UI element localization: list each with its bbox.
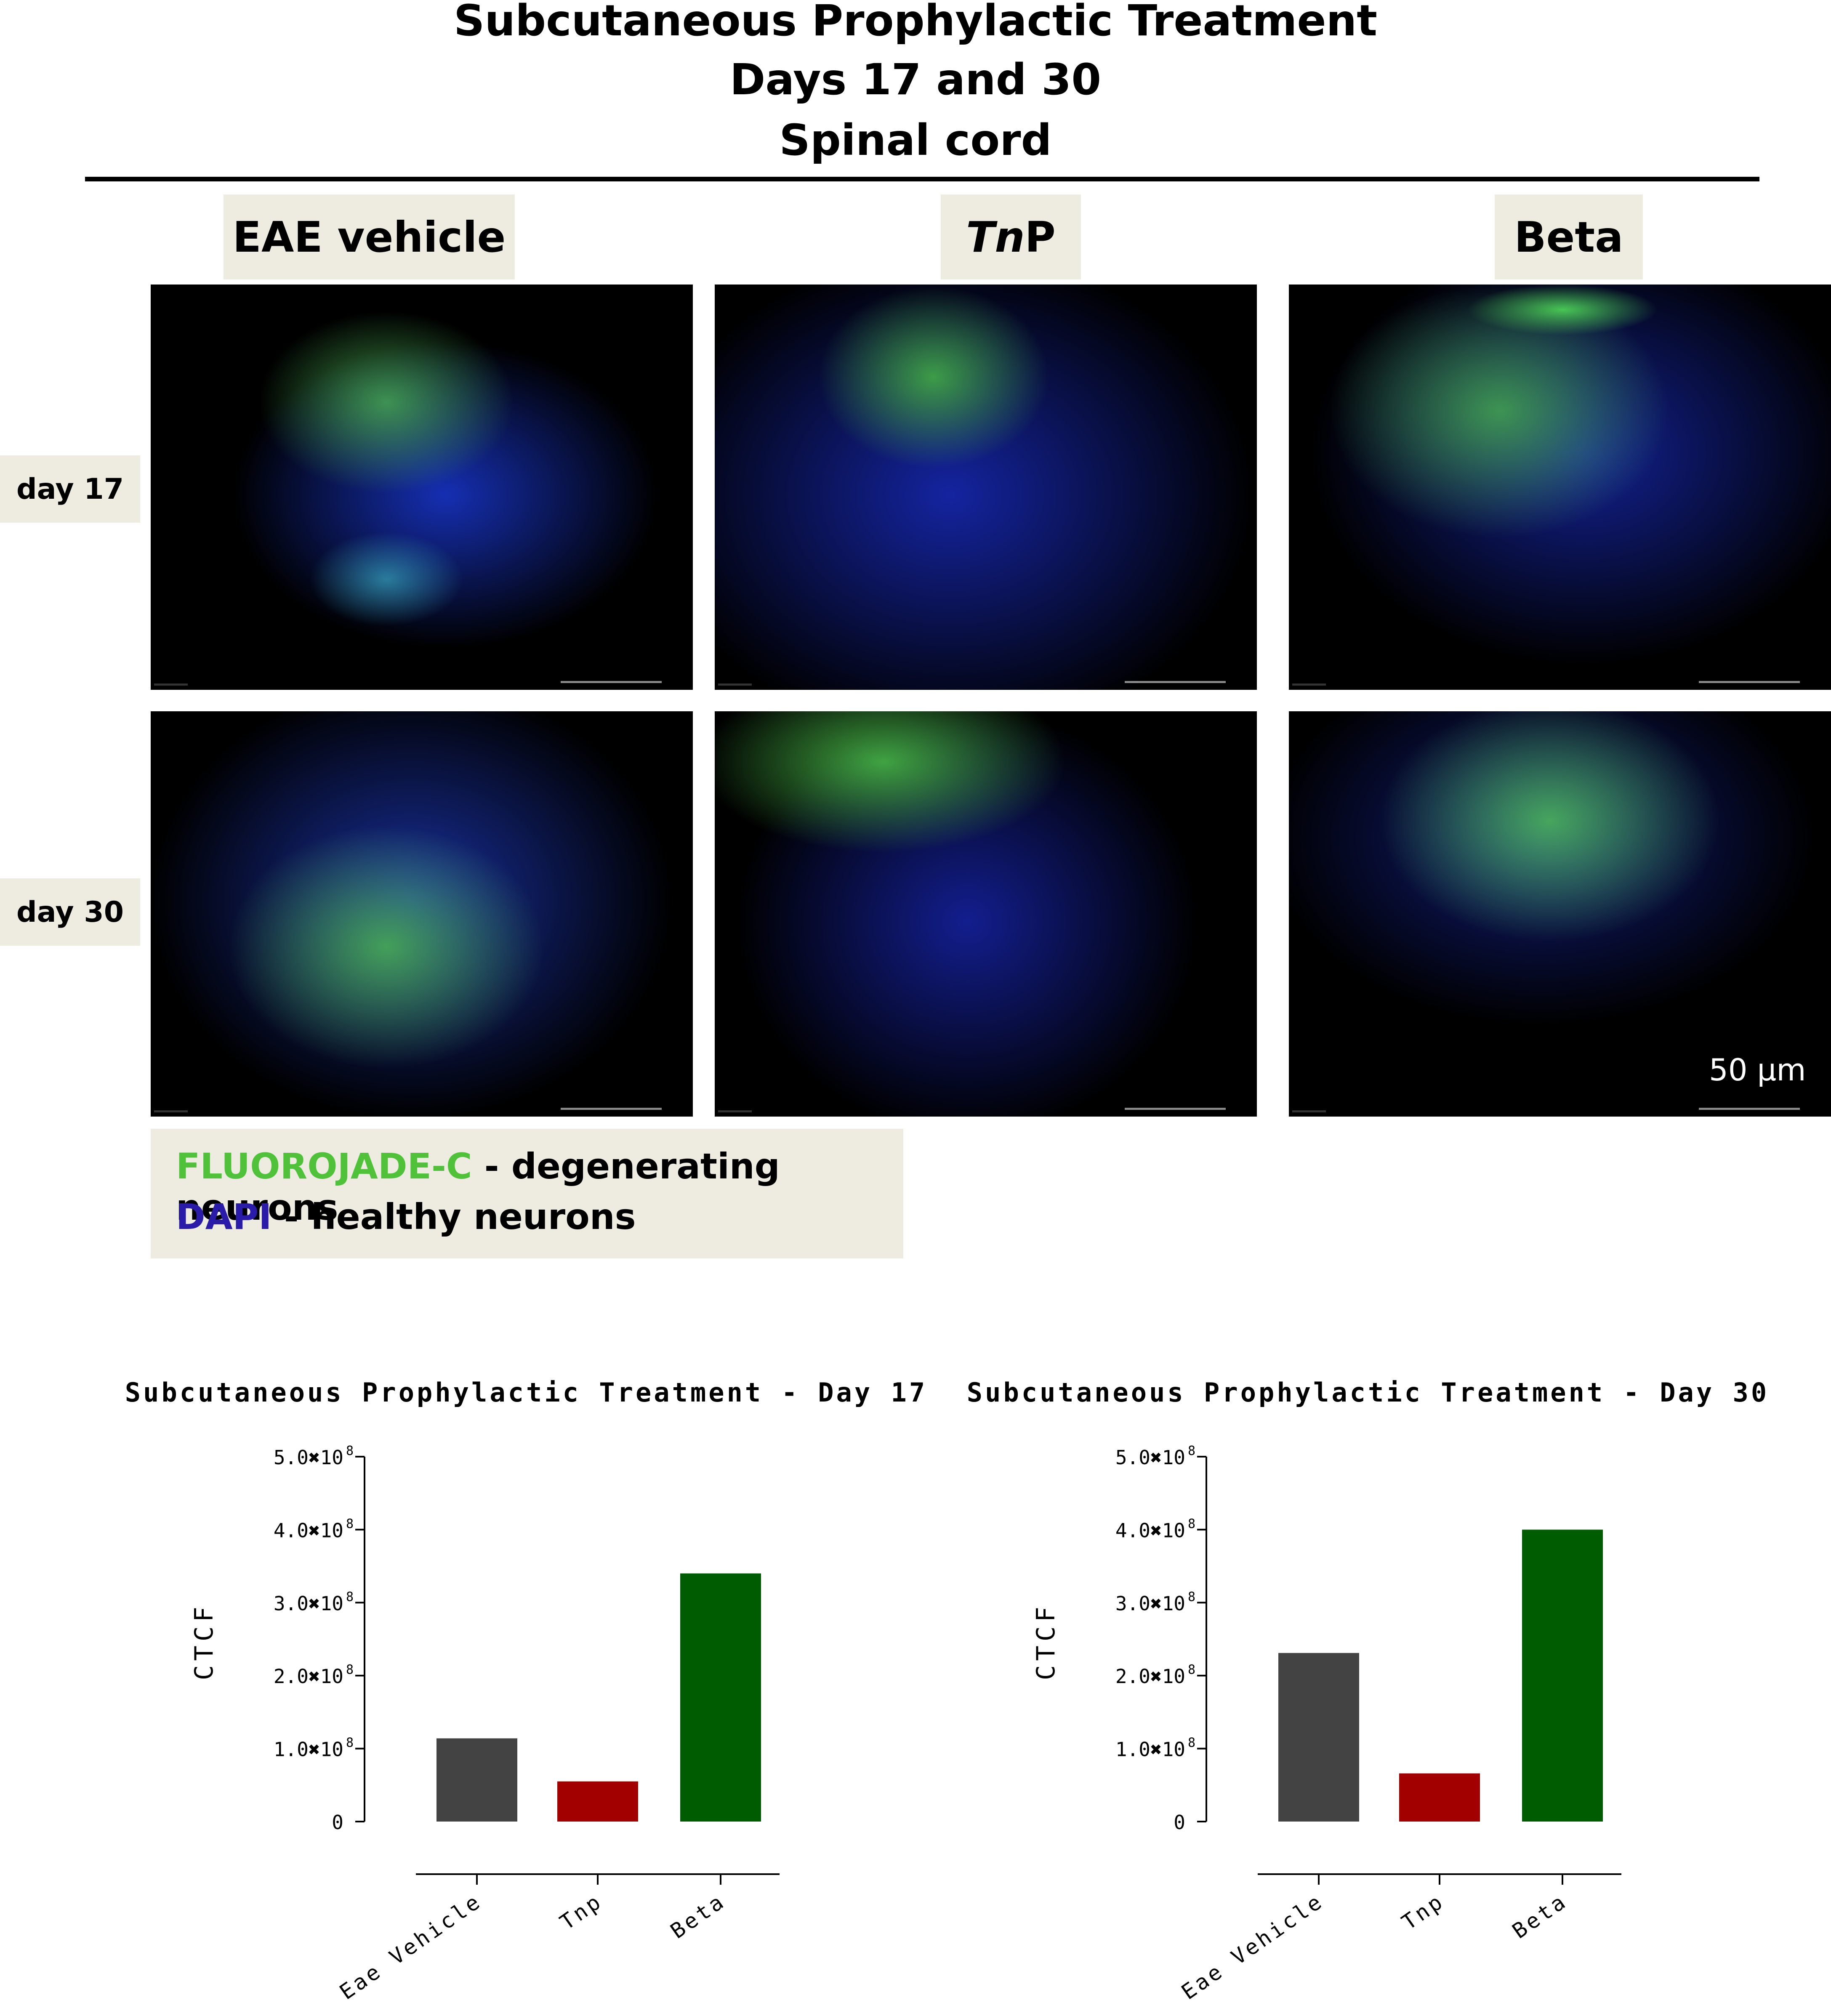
y-tick-label: 0 [332, 1811, 343, 1834]
row-label-day-17: day 17 [0, 455, 140, 523]
scale-bar-label: 50 µm [1709, 1052, 1806, 1088]
bar-eae-vehicle [436, 1738, 517, 1822]
x-tick-label: Beta [666, 1888, 730, 1943]
chart-title: Subcutaneous Prophylactic Treatment - Da… [125, 1377, 927, 1408]
scale-bar [1125, 681, 1226, 683]
scale-bar [1699, 1108, 1800, 1110]
timestamp-mark [718, 684, 752, 686]
scale-bar [1699, 681, 1800, 683]
bar-chart-day-17: Subcutaneous Prophylactic Treatment - Da… [0, 1364, 925, 2014]
y-axis-label: CTCF [1031, 1603, 1061, 1681]
column-label-beta: Beta [1495, 194, 1643, 279]
y-tick-exponent: 8 [1188, 1590, 1195, 1604]
legend-stain-fluorojade: FLUOROJADE-C [176, 1146, 472, 1187]
row-label-day-17-text: day 17 [16, 472, 124, 506]
bar-tnp [1399, 1773, 1480, 1822]
scale-bar [561, 1108, 662, 1110]
chart-title: Subcutaneous Prophylactic Treatment - Da… [967, 1377, 1769, 1408]
y-tick-label: 3.0✖10 [1115, 1592, 1185, 1615]
column-label-beta-text: Beta [1514, 212, 1623, 262]
y-tick-label: 1.0✖10 [1115, 1738, 1185, 1761]
column-label-tnp: Tn P [941, 194, 1081, 279]
y-tick-exponent: 8 [346, 1590, 354, 1604]
row-label-day-30-text: day 30 [16, 895, 124, 929]
micrograph-eae-day17 [151, 285, 693, 690]
x-tick-label: Eae Vehicle [1177, 1888, 1328, 2004]
y-tick-label: 5.0✖10 [274, 1446, 343, 1469]
bar-tnp [557, 1781, 638, 1822]
timestamp-mark [718, 1110, 752, 1112]
figure-title-line-2: Days 17 and 30 [729, 55, 1102, 105]
stain-legend: FLUOROJADE-C - degenerating neurons DAPI… [151, 1129, 903, 1258]
y-tick-label: 4.0✖10 [1115, 1519, 1185, 1542]
column-label-eae-vehicle: EAE vehicle [224, 194, 515, 279]
bar-chart-day-30: Subcutaneous Prophylactic Treatment - Da… [842, 1364, 1767, 2014]
legend-desc-dapi: - healthy neurons [271, 1196, 636, 1237]
title-divider [85, 177, 1759, 181]
y-tick-exponent: 8 [1188, 1736, 1195, 1750]
legend-desc-fluorojade: - degenerating neurons [176, 1146, 780, 1228]
row-label-day-30: day 30 [0, 878, 140, 946]
micrograph-beta-day30 [1289, 711, 1831, 1117]
y-tick-label: 5.0✖10 [1115, 1446, 1185, 1469]
x-tick-label: Tnp [556, 1888, 607, 1935]
y-tick-exponent: 8 [346, 1736, 354, 1750]
legend-line-fluorojade: FLUOROJADE-C - degenerating neurons [176, 1146, 903, 1228]
y-tick-exponent: 8 [346, 1516, 354, 1531]
bar-beta [1522, 1529, 1603, 1822]
y-tick-exponent: 8 [1188, 1662, 1195, 1677]
column-label-tnp-rest: P [1025, 212, 1056, 262]
legend-line-dapi: DAPI - healthy neurons [176, 1196, 636, 1237]
scale-bar [1125, 1108, 1226, 1110]
y-axis-label: CTCF [189, 1603, 219, 1681]
y-tick-label: 4.0✖10 [274, 1519, 343, 1542]
timestamp-mark [154, 1110, 188, 1112]
timestamp-mark [154, 684, 188, 686]
y-tick-label: 2.0✖10 [1115, 1665, 1185, 1688]
figure-title-line-3: Spinal cord [779, 115, 1052, 165]
timestamp-mark [1292, 684, 1326, 686]
bar-beta [680, 1573, 761, 1822]
micrograph-beta-day17 [1289, 285, 1831, 690]
x-tick-label: Tnp [1397, 1888, 1449, 1935]
x-tick-label: Eae Vehicle [335, 1888, 486, 2004]
micrograph-eae-day30 [151, 711, 693, 1117]
bar-eae-vehicle [1278, 1653, 1359, 1822]
x-tick-label: Beta [1508, 1888, 1572, 1943]
y-tick-label: 2.0✖10 [274, 1665, 343, 1688]
y-tick-exponent: 8 [1188, 1516, 1195, 1531]
scale-bar [561, 681, 662, 683]
micrograph-tnp-day17 [715, 285, 1257, 690]
timestamp-mark [1292, 1110, 1326, 1112]
y-tick-label: 0 [1174, 1811, 1185, 1834]
column-label-tnp-italic: Tn [966, 212, 1025, 262]
y-tick-exponent: 8 [346, 1662, 354, 1677]
micrograph-tnp-day30 [715, 711, 1257, 1117]
y-tick-exponent: 8 [346, 1444, 354, 1458]
legend-stain-dapi: DAPI [176, 1196, 272, 1237]
y-tick-label: 1.0✖10 [274, 1738, 343, 1761]
chart-svg: Subcutaneous Prophylactic Treatment - Da… [967, 1377, 1767, 2005]
y-tick-label: 3.0✖10 [274, 1592, 343, 1615]
chart-svg: Subcutaneous Prophylactic Treatment - Da… [125, 1377, 925, 2005]
figure-title-line-1: Subcutaneous Prophylactic Treatment [454, 0, 1377, 46]
y-tick-exponent: 8 [1188, 1444, 1195, 1458]
column-label-eae-vehicle-text: EAE vehicle [232, 212, 506, 262]
